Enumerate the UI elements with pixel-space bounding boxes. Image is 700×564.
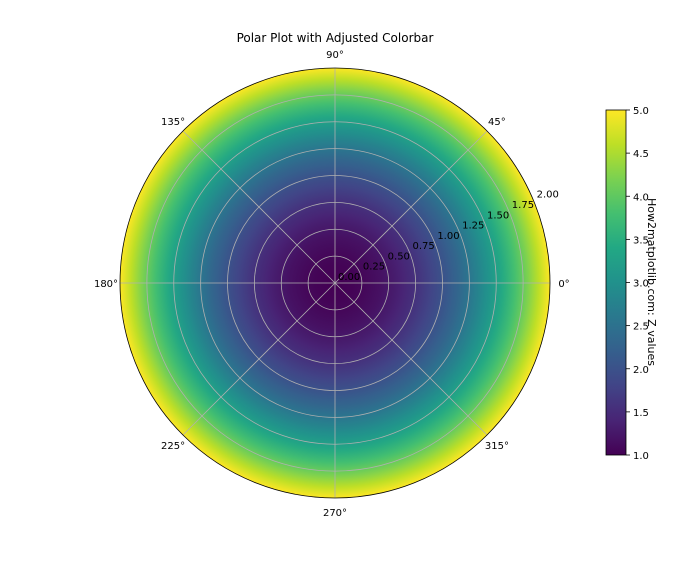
- colorbar: [605, 109, 627, 456]
- colorbar-tick-label: 2.0: [633, 365, 649, 376]
- theta-gridline: [182, 130, 336, 284]
- theta-tick-label: 225°: [161, 441, 185, 452]
- colorbar-tick-label: 2.5: [633, 322, 649, 333]
- r-tick-label: 0.25: [363, 262, 385, 273]
- theta-tick-label: 135°: [161, 117, 185, 128]
- colorbar-tick-label: 3.0: [633, 279, 649, 290]
- theta-gridline: [182, 282, 336, 436]
- colorbar-tick-label: 4.5: [633, 149, 649, 160]
- chart-title: Polar Plot with Adjusted Colorbar: [237, 31, 434, 45]
- colorbar-tick-label: 4.0: [633, 192, 649, 203]
- colorbar-tick-label: 5.0: [633, 106, 649, 117]
- theta-tick-label: 90°: [326, 50, 344, 61]
- r-tick-label: 0.75: [412, 241, 434, 252]
- r-tick-label: 1.75: [512, 200, 534, 211]
- colorbar-tick-label: 1.5: [633, 408, 649, 419]
- colorbar-label: How2matplotlib.com: Z values: [645, 198, 658, 366]
- r-tick-label: 1.25: [462, 221, 484, 232]
- theta-tick-label: 315°: [485, 441, 509, 452]
- colorbar-tick-label: 3.5: [633, 235, 649, 246]
- theta-tick-label: 270°: [323, 508, 347, 519]
- r-tick-label: 1.50: [487, 210, 509, 221]
- theta-tick-label: 45°: [488, 117, 506, 128]
- polar-frame: [119, 67, 551, 499]
- theta-tick-label: 180°: [94, 279, 118, 290]
- r-tick-label: 1.00: [437, 231, 459, 242]
- r-tick-label: 2.00: [537, 190, 559, 201]
- r-tick-label: 0.00: [338, 272, 360, 283]
- theta-gridline: [334, 130, 488, 284]
- theta-gridline: [334, 282, 488, 436]
- r-tick-label: 0.50: [388, 251, 410, 262]
- colorbar-tick-label: 1.0: [633, 451, 649, 462]
- theta-tick-label: 0°: [558, 279, 569, 290]
